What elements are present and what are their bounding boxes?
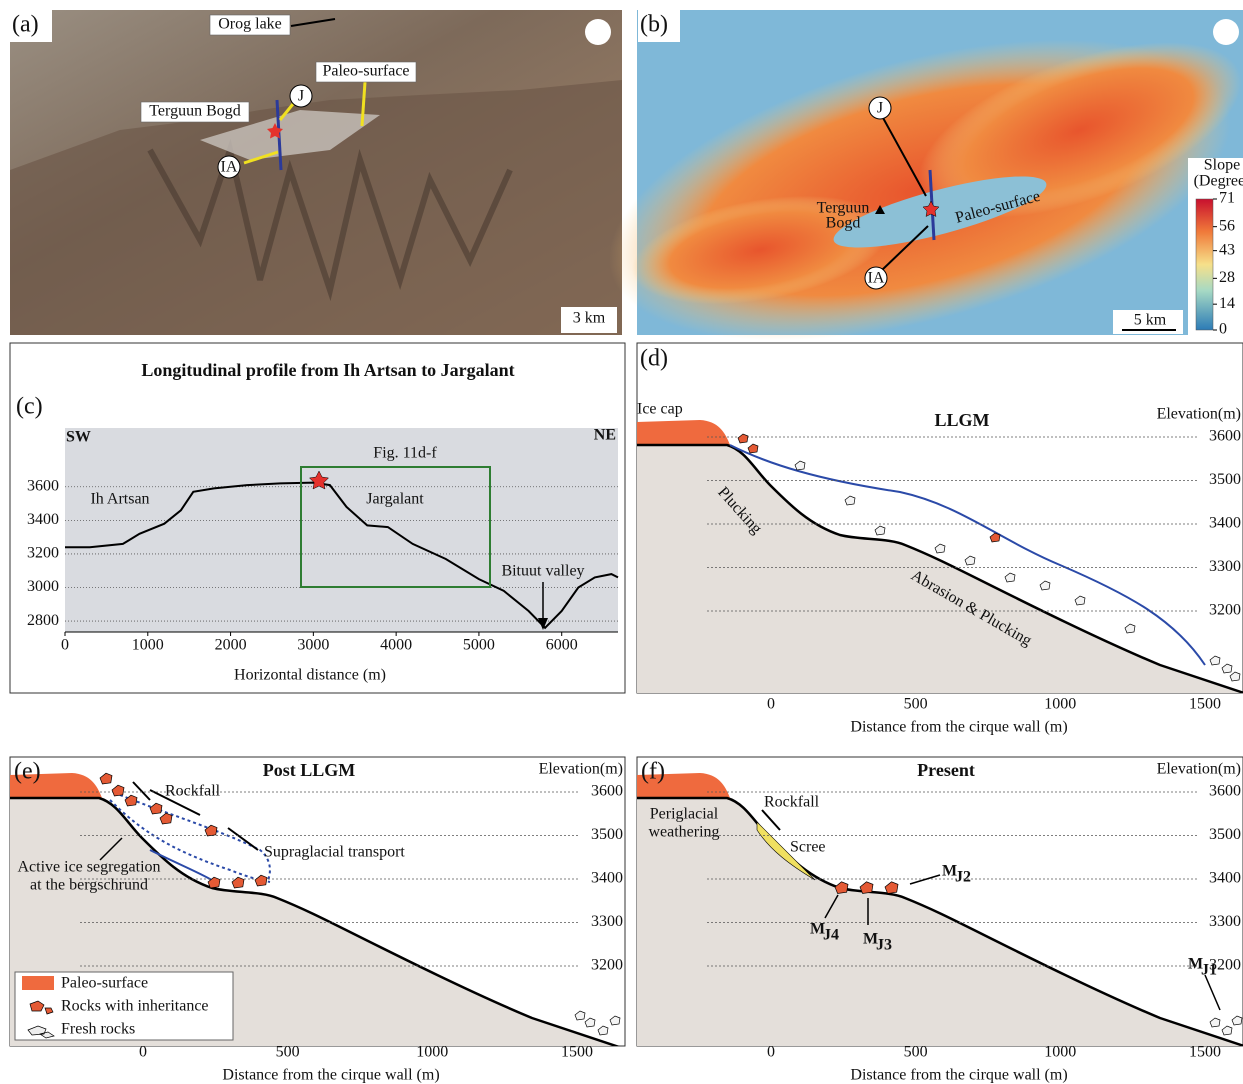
annotation: Periglacial <box>650 806 719 823</box>
annotation: Rockfall <box>764 794 820 811</box>
legend-label: Rocks with inheritance <box>61 998 209 1015</box>
colorbar-tick-label: 56 <box>1219 217 1235 234</box>
y-tick-label: 3200 <box>591 957 623 974</box>
panel-label: (e) <box>14 759 41 785</box>
place-label: Bogd <box>826 215 861 232</box>
x-tick-label: 6000 <box>546 637 578 654</box>
panel-d <box>630 343 1243 700</box>
y-tick-label: 3400 <box>1209 870 1241 887</box>
annotation: weathering <box>648 824 719 841</box>
annotation: Ih Artsan <box>90 491 149 508</box>
x-axis-label: Distance from the cirque wall (m) <box>850 719 1067 736</box>
place-label: Orog lake <box>218 16 282 33</box>
y-tick-label: 3600 <box>1209 428 1241 445</box>
annotation: Fig. 11d-f <box>373 445 437 462</box>
x-tick-label: 0 <box>139 1044 147 1061</box>
x-tick-label: 1000 <box>1044 1044 1076 1061</box>
y-tick-label: 3200 <box>27 545 59 562</box>
panel-label: (d) <box>640 346 668 372</box>
y-tick-label: 2800 <box>27 612 59 629</box>
colorbar-tick-label: 14 <box>1219 295 1235 312</box>
annotation: Rockfall <box>165 783 221 800</box>
annotation: Bituut valley <box>501 563 584 580</box>
y-tick-label: 3600 <box>1209 783 1241 800</box>
place-label: Terguun Bogd <box>149 103 240 120</box>
x-tick-label: 1500 <box>1189 696 1221 713</box>
colorbar-tick-label: 28 <box>1219 269 1235 286</box>
annotation: Supraglacial transport <box>264 844 405 861</box>
panel-label: (b) <box>640 12 668 38</box>
x-tick-label: 1500 <box>1189 1044 1221 1061</box>
colorbar-title: (Degree) <box>1194 173 1243 190</box>
y-tick-label: 3000 <box>27 578 59 595</box>
y-tick-label: 3500 <box>1209 826 1241 843</box>
moraine-subscript: J2 <box>955 869 971 886</box>
point-label: J <box>877 100 883 117</box>
y-axis-label: Elevation(m) <box>1157 406 1241 423</box>
y-tick-label: 3200 <box>1209 602 1241 619</box>
colorbar-title: Slope <box>1204 157 1240 174</box>
x-tick-label: 0 <box>767 696 775 713</box>
y-tick-label: 3600 <box>591 783 623 800</box>
colorbar-tick-label: 71 <box>1219 190 1235 207</box>
x-tick-label: 5000 <box>463 637 495 654</box>
y-axis-label: Elevation(m) <box>539 761 623 778</box>
colorbar-tick-label: 43 <box>1219 241 1235 258</box>
x-tick-label: 0 <box>61 637 69 654</box>
panel-a <box>10 10 622 335</box>
x-tick-label: 500 <box>276 1044 300 1061</box>
x-tick-label: 1500 <box>561 1044 593 1061</box>
figure: (a) Orog lake Paleo-surface Terguun Bogd J IA… <box>0 0 1243 1084</box>
chart-title: Longitudinal profile from Ih Artsan to J… <box>141 360 514 380</box>
annotation: Ice cap <box>637 401 683 418</box>
x-axis-label: Distance from the cirque wall (m) <box>850 1067 1067 1084</box>
annotation: at the bergschrund <box>30 877 148 894</box>
panel-title: Post LLGM <box>263 760 356 780</box>
legend-label: Paleo-surface <box>61 975 148 992</box>
panel-f <box>630 757 1243 1053</box>
point-label: J <box>298 88 304 105</box>
x-axis-label: Distance from the cirque wall (m) <box>222 1067 439 1084</box>
x-tick-label: 500 <box>904 1044 928 1061</box>
y-axis-label: Elevation(m) <box>1157 761 1241 778</box>
x-tick-label: 2000 <box>215 637 247 654</box>
colorbar-tick-label: 0 <box>1219 321 1227 338</box>
moraine-subscript: J4 <box>823 927 839 944</box>
y-tick-label: 3600 <box>27 477 59 494</box>
moraine-subscript: J1 <box>1201 962 1217 979</box>
direction-label: NE <box>594 427 616 444</box>
panel-title: Present <box>917 760 975 780</box>
x-tick-label: 4000 <box>380 637 412 654</box>
y-tick-label: 3400 <box>591 870 623 887</box>
y-tick-label: 3400 <box>1209 515 1241 532</box>
x-tick-label: 1000 <box>416 1044 448 1061</box>
annotation: Scree <box>790 839 826 856</box>
x-tick-label: 500 <box>904 696 928 713</box>
y-tick-label: 3400 <box>27 511 59 528</box>
panel-label: (c) <box>16 394 43 420</box>
x-tick-label: 3000 <box>297 637 329 654</box>
y-tick-label: 3500 <box>591 826 623 843</box>
point-label: IA <box>221 159 238 176</box>
x-tick-label: 1000 <box>132 637 164 654</box>
x-tick-label: 0 <box>767 1044 775 1061</box>
direction-label: SW <box>66 429 91 446</box>
y-tick-label: 3300 <box>1209 913 1241 930</box>
y-tick-label: 3300 <box>1209 558 1241 575</box>
place-label: Paleo-surface <box>322 63 409 80</box>
x-axis-label: Horizontal distance (m) <box>234 667 386 684</box>
scale-label: 3 km <box>573 310 606 327</box>
y-tick-label: 3500 <box>1209 471 1241 488</box>
scale-label: 5 km <box>1134 312 1167 329</box>
x-tick-label: 1000 <box>1044 696 1076 713</box>
moraine-subscript: J3 <box>876 937 892 954</box>
annotation: Jargalant <box>366 491 424 508</box>
legend-label: Fresh rocks <box>61 1021 135 1038</box>
point-label: IA <box>868 270 885 287</box>
panel-label: (f) <box>641 759 665 785</box>
y-tick-label: 3300 <box>591 913 623 930</box>
annotation: Active ice segregation <box>17 859 160 876</box>
panel-label: (a) <box>12 12 39 38</box>
panel-title: LLGM <box>934 410 989 430</box>
